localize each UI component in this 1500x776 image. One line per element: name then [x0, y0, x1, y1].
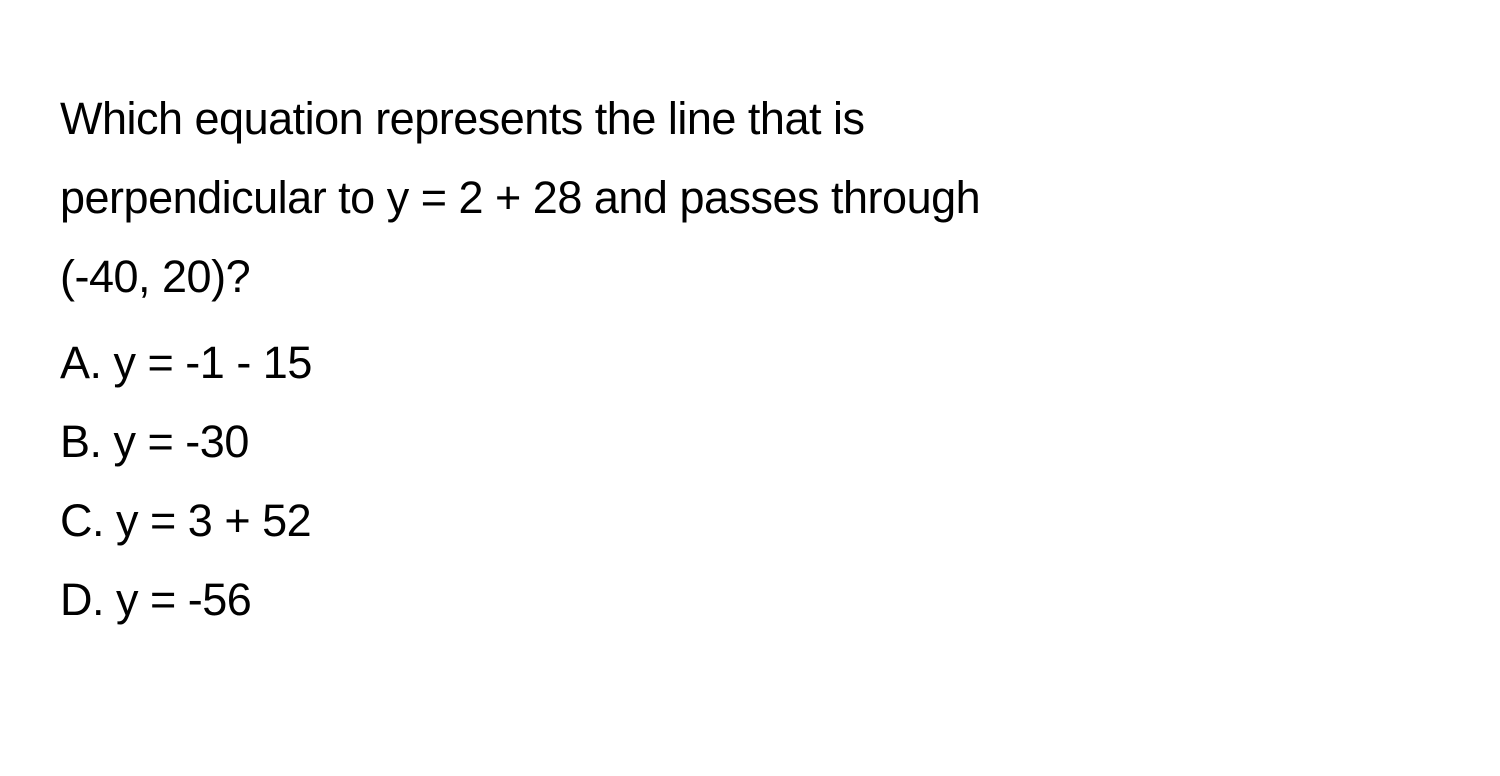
question-line-3: (-40, 20)? — [60, 251, 250, 302]
option-c[interactable]: C. y = 3 + 52 — [60, 482, 1440, 561]
option-d[interactable]: D. y = -56 — [60, 561, 1440, 640]
question-line-1: Which equation represents the line that … — [60, 93, 864, 144]
question-text: Which equation represents the line that … — [60, 80, 1440, 316]
question-container: Which equation represents the line that … — [60, 80, 1440, 639]
question-line-2: perpendicular to y = 2 + 28 and passes t… — [60, 172, 980, 223]
option-b[interactable]: B. y = -30 — [60, 403, 1440, 482]
option-a[interactable]: A. y = -1 - 15 — [60, 324, 1440, 403]
